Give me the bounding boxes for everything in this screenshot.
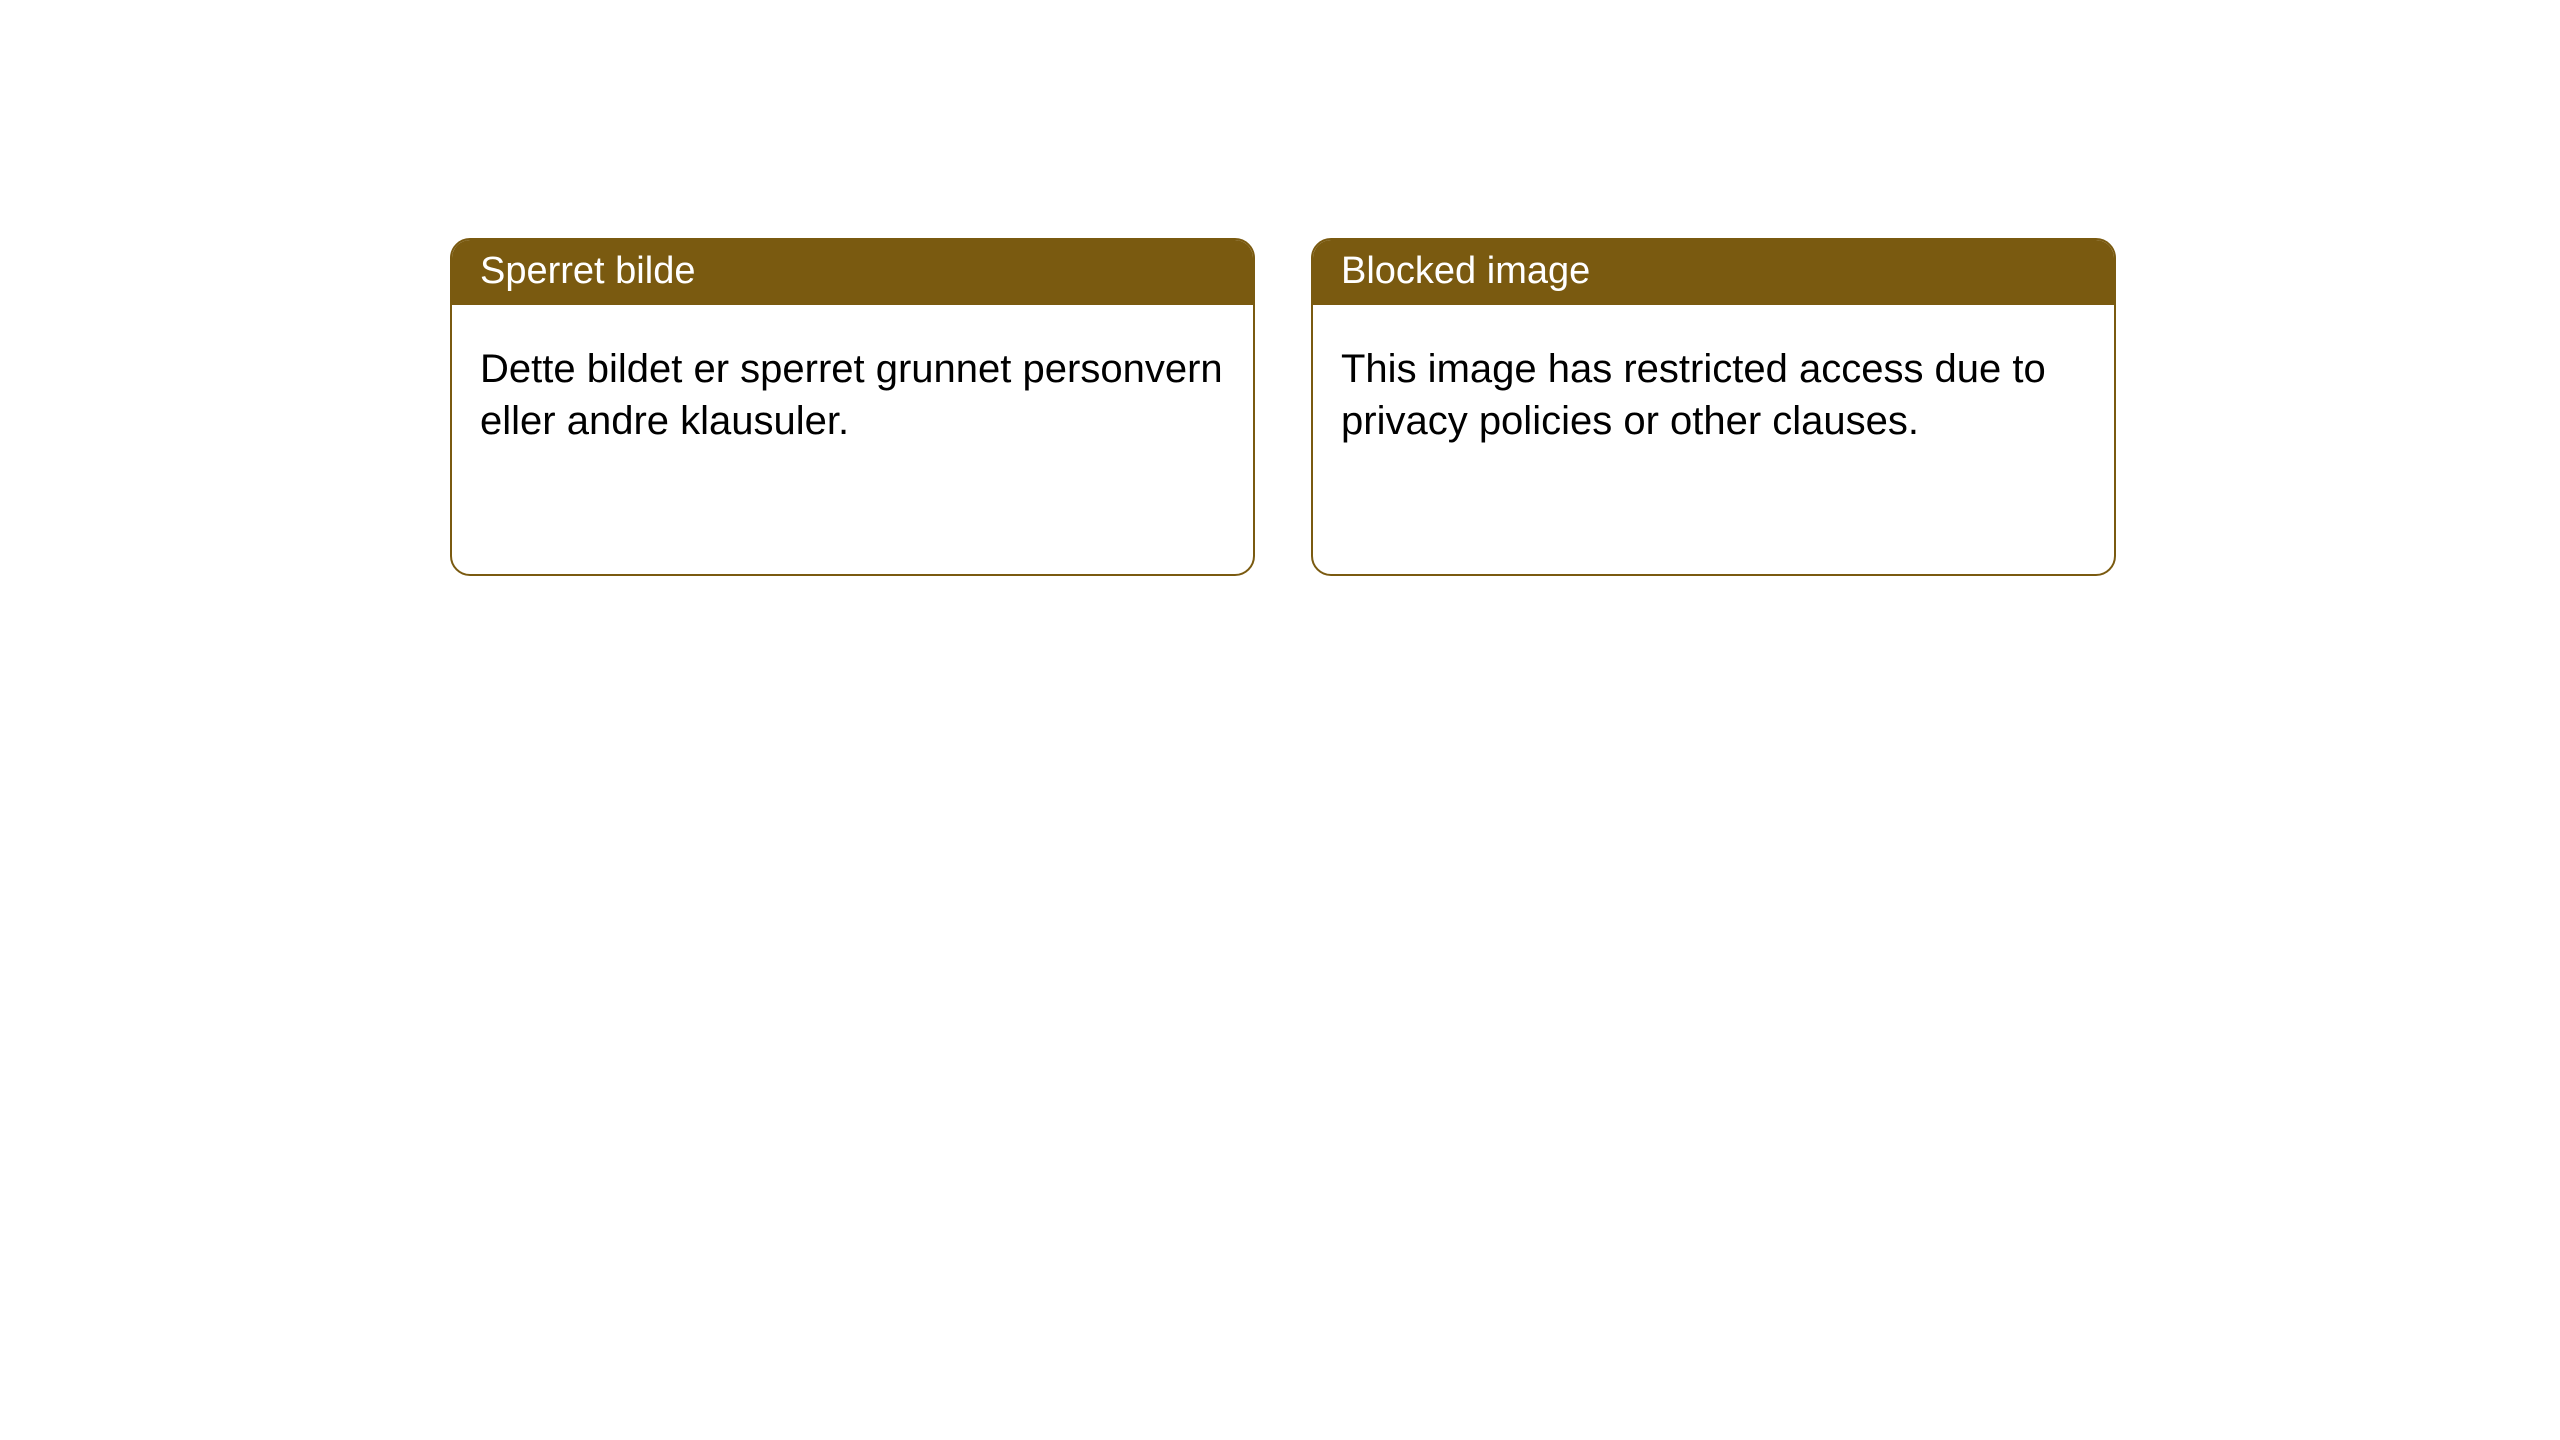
card-title: Blocked image [1341,250,1590,292]
card-header: Blocked image [1313,240,2114,305]
card-header: Sperret bilde [452,240,1253,305]
blocked-image-card-english: Blocked image This image has restricted … [1311,238,2116,576]
card-body: This image has restricted access due to … [1313,305,2114,485]
card-body-text: This image has restricted access due to … [1341,347,2046,443]
blocked-image-card-norwegian: Sperret bilde Dette bildet er sperret gr… [450,238,1255,576]
card-body-text: Dette bildet er sperret grunnet personve… [480,347,1223,443]
card-title: Sperret bilde [480,250,695,292]
cards-container: Sperret bilde Dette bildet er sperret gr… [0,0,2560,576]
card-body: Dette bildet er sperret grunnet personve… [452,305,1253,485]
